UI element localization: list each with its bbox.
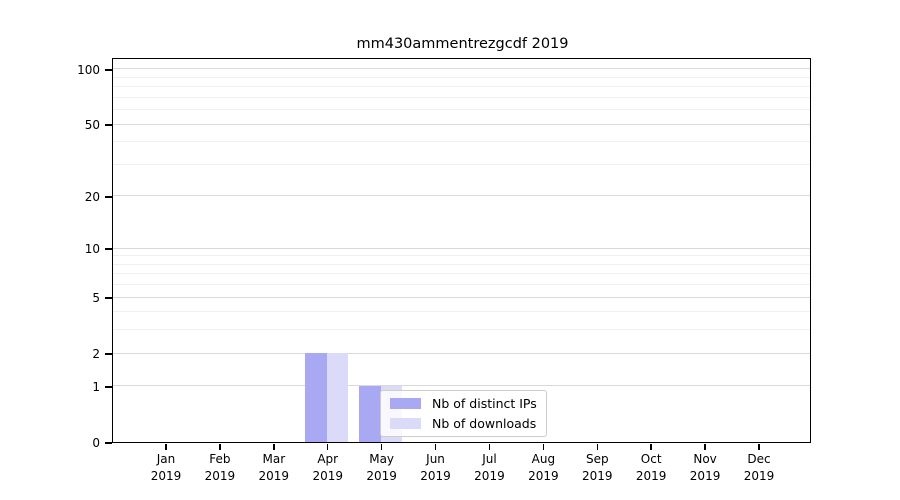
x-tick-month: May xyxy=(369,452,395,466)
legend-swatch xyxy=(390,398,421,409)
x-tick-mark xyxy=(650,444,652,450)
x-tick-mark xyxy=(758,444,760,450)
x-tick-mark xyxy=(326,444,329,450)
gridline-minor xyxy=(113,255,810,257)
y-tick-mark xyxy=(105,124,112,126)
chart-title: mm430ammentrezgcdf 2019 xyxy=(356,36,569,52)
x-tick-year: 2019 xyxy=(312,469,343,483)
y-tick-mark xyxy=(105,196,112,198)
gridline-minor xyxy=(113,311,810,313)
x-tick-mark xyxy=(488,444,491,450)
gridline-major xyxy=(113,123,810,125)
x-tick-month: Jul xyxy=(482,452,497,466)
bar-nb-of-distinct-ips xyxy=(359,385,381,442)
y-tick-label: 1 xyxy=(92,379,100,394)
y-tick-mark xyxy=(105,69,112,71)
y-tick-mark xyxy=(105,442,112,444)
x-tick-label: May 2019 xyxy=(350,451,414,485)
x-tick-month: Jun xyxy=(426,452,445,466)
bar-nb-of-distinct-ips xyxy=(305,353,327,442)
x-tick-mark xyxy=(273,444,275,450)
y-tick-label: 100 xyxy=(77,62,100,77)
x-tick-month: Oct xyxy=(640,452,662,466)
gridline-minor xyxy=(113,141,810,143)
x-tick-label: Jan 2019 xyxy=(134,451,198,485)
y-tick-label: 5 xyxy=(92,291,100,306)
bar-nb-of-downloads xyxy=(326,353,349,442)
x-tick-label: Aug 2019 xyxy=(511,451,575,485)
x-tick-year: 2019 xyxy=(474,469,505,483)
x-tick-mark xyxy=(219,444,221,450)
x-tick-label: Oct 2019 xyxy=(619,451,683,485)
x-tick-label: Mar 2019 xyxy=(242,451,306,485)
x-tick-year: 2019 xyxy=(689,469,721,483)
y-tick-label: 2 xyxy=(92,347,100,362)
gridline-minor xyxy=(113,109,810,111)
x-tick-label: Nov 2019 xyxy=(673,451,737,485)
gridline-major xyxy=(113,247,810,249)
gridline-minor xyxy=(113,86,810,88)
x-tick-year: 2019 xyxy=(581,469,613,483)
gridline-major xyxy=(113,195,810,197)
legend: Nb of distinct IPs Nb of downloads xyxy=(380,390,547,437)
x-tick-year: 2019 xyxy=(258,469,290,483)
x-tick-label: Jun 2019 xyxy=(404,451,468,485)
x-tick-month: Jan xyxy=(156,452,176,466)
gridline-minor xyxy=(113,163,810,165)
x-tick-month: Dec xyxy=(747,452,771,466)
gridline-minor xyxy=(113,329,810,331)
plot-area: Nb of distinct IPs Nb of downloads xyxy=(112,58,811,443)
x-tick-label: Apr 2019 xyxy=(296,451,360,485)
x-tick-year: 2019 xyxy=(635,469,667,483)
x-tick-year: 2019 xyxy=(743,469,775,483)
gridline-major xyxy=(113,68,810,70)
legend-swatch xyxy=(390,418,421,429)
x-tick-mark xyxy=(596,444,599,450)
gridline-minor xyxy=(113,96,810,98)
x-tick-month: Sep xyxy=(585,452,609,466)
x-tick-label: Dec 2019 xyxy=(727,451,791,485)
x-tick-label: Sep 2019 xyxy=(565,451,629,485)
gridline-minor xyxy=(113,263,810,265)
legend-label: Nb of distinct IPs xyxy=(432,396,537,411)
x-tick-year: 2019 xyxy=(420,469,451,483)
gridline-major xyxy=(113,385,810,387)
x-tick-month: Aug xyxy=(531,452,556,466)
y-tick-mark xyxy=(105,353,112,355)
x-tick-year: 2019 xyxy=(366,469,397,483)
y-tick-mark xyxy=(105,386,112,388)
x-tick-year: 2019 xyxy=(150,469,182,483)
x-tick-month: Mar xyxy=(262,452,286,466)
x-tick-month: Apr xyxy=(317,452,339,466)
gridline-major xyxy=(113,352,810,354)
y-tick-label: 20 xyxy=(84,189,100,204)
x-tick-mark xyxy=(542,444,545,450)
y-tick-mark xyxy=(105,297,112,299)
gridline-major xyxy=(113,296,810,298)
x-tick-month: Nov xyxy=(693,452,717,466)
x-tick-mark xyxy=(704,444,706,450)
y-tick-label: 0 xyxy=(92,436,100,450)
x-tick-month: Feb xyxy=(209,452,231,466)
gridline-minor xyxy=(113,273,810,275)
legend-entry: Nb of downloads xyxy=(390,416,537,431)
x-tick-mark xyxy=(434,444,437,450)
x-tick-year: 2019 xyxy=(528,469,559,483)
x-tick-mark xyxy=(165,444,167,450)
y-tick-mark xyxy=(105,248,112,250)
legend-label: Nb of downloads xyxy=(432,416,537,431)
y-tick-label: 50 xyxy=(84,118,100,133)
legend-entry: Nb of distinct IPs xyxy=(390,396,537,411)
x-tick-label: Feb 2019 xyxy=(188,451,252,485)
y-tick-label: 10 xyxy=(84,242,100,257)
x-tick-mark xyxy=(380,444,383,450)
x-tick-label: Jul 2019 xyxy=(457,451,521,485)
gridline-minor xyxy=(113,284,810,286)
gridline-minor xyxy=(113,76,810,78)
x-tick-year: 2019 xyxy=(204,469,236,483)
